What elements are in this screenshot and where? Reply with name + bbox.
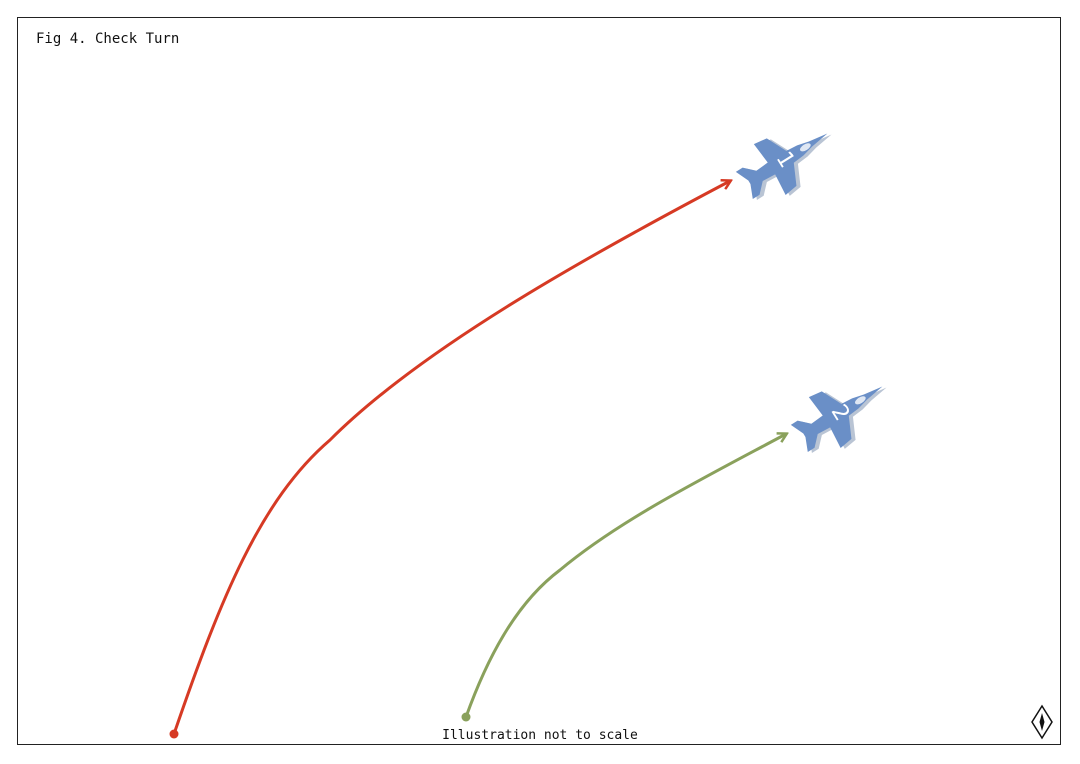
north-arrow-icon (1031, 704, 1053, 740)
scale-disclaimer: Illustration not to scale (442, 728, 638, 743)
wing-flight-path (464, 434, 786, 718)
lead-path-start-dot (169, 729, 179, 739)
aircraft-2-icon: 2 (783, 361, 903, 465)
diagram-frame (17, 17, 1061, 745)
aircraft-1-icon: 1 (728, 108, 848, 212)
lead-flight-path (172, 181, 730, 735)
wing-path-start-dot (461, 712, 471, 722)
figure-title: Fig 4. Check Turn (36, 31, 180, 47)
